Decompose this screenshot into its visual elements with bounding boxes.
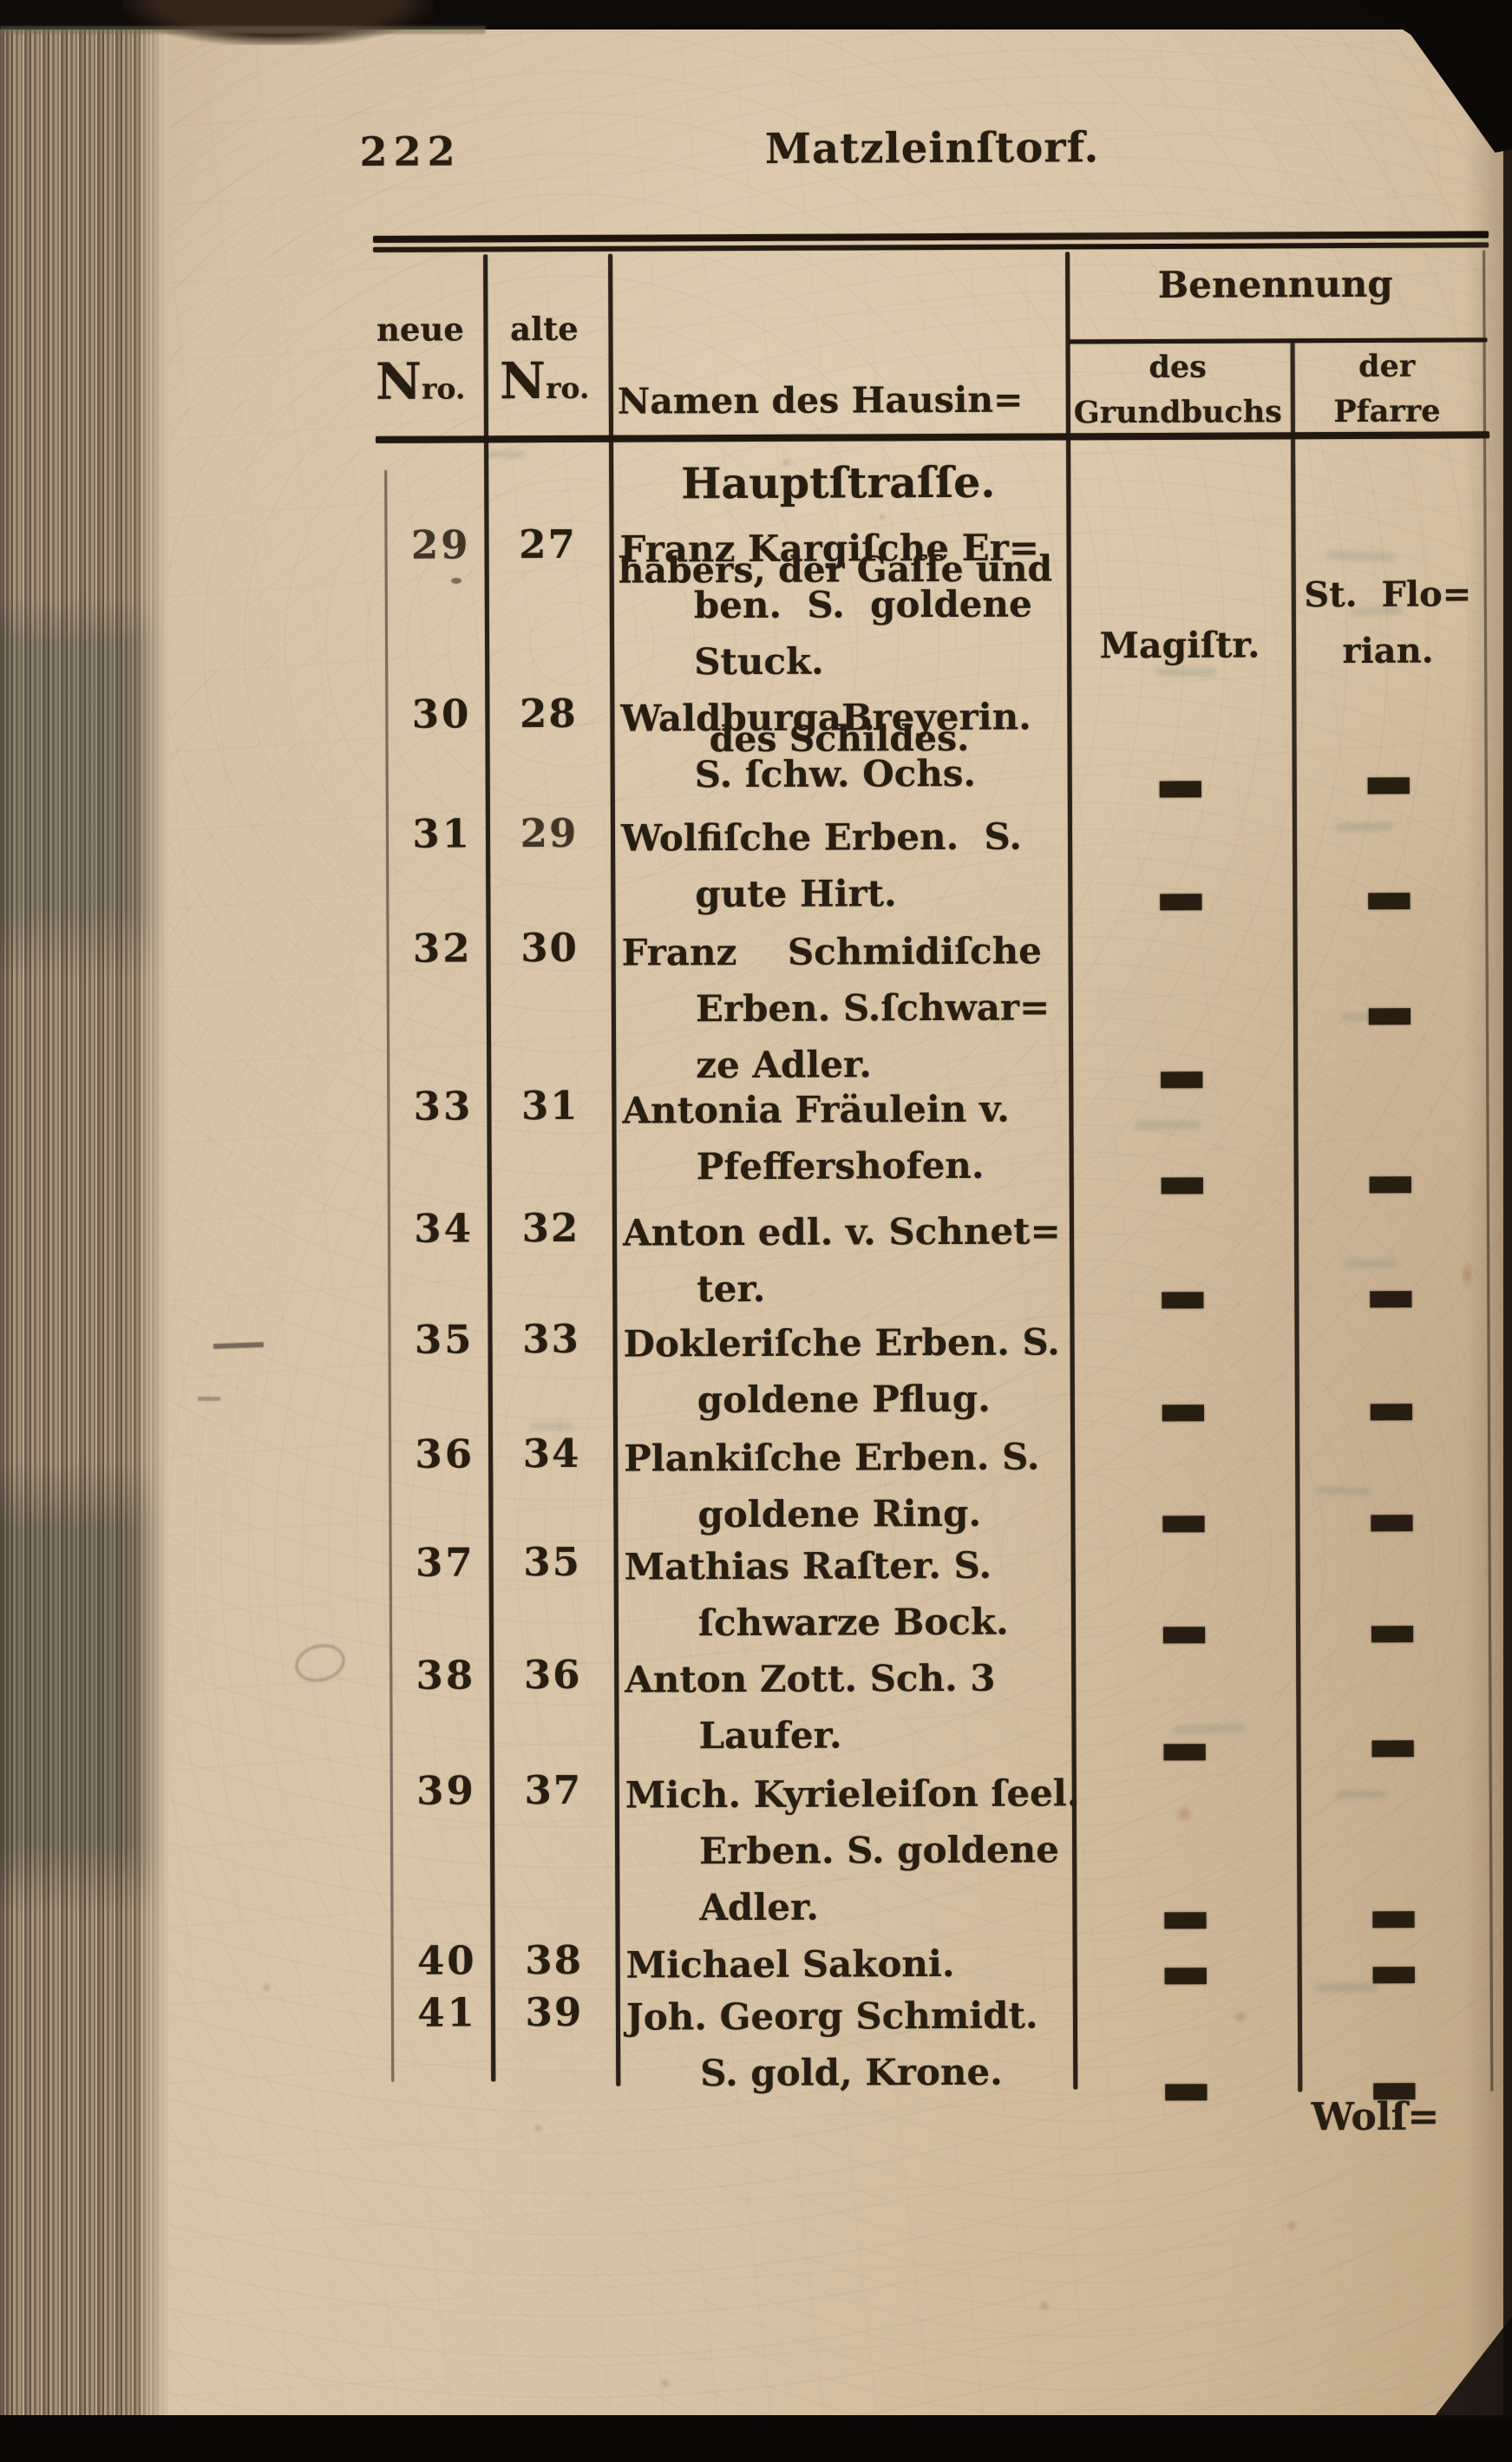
cell-alte-nro: 34 [522, 1430, 581, 1477]
pencil-dash-mark-small [198, 1397, 220, 1401]
header-alte-line2: Nro. [499, 351, 590, 411]
table-right-border [1483, 250, 1494, 2092]
header-neue-nro: neue Nro. [367, 303, 474, 416]
header-grundbuch: des Grundbuchs [1073, 349, 1283, 431]
cell-pfarre: St. Flo= rian. [1304, 573, 1472, 672]
cell-neue-nro: 32 [412, 925, 473, 972]
page-title: Matzleinſtorf. [764, 123, 1100, 174]
cell-pfarre: — [1369, 1653, 1417, 1820]
cell-name: WaldburgaBreyerin. S. ſchw. Ochs. [620, 695, 1031, 796]
cell-grundbuch: — [1162, 1996, 1210, 2164]
cell-alte-nro: 37 [524, 1766, 583, 1814]
cell-alte-nro: 35 [523, 1538, 582, 1586]
cell-name: Franz Kargiſche Er= ben. S. goldene Stuc… [619, 526, 1040, 684]
cell-name: Anton edl. v. Schnet= ter. [622, 1209, 1061, 1311]
cell-name: Michael Sakoni. [625, 1942, 955, 1987]
header-neue-line1: neue [376, 310, 464, 349]
cell-neue-nro: 35 [414, 1316, 475, 1363]
catchword: Wolſ= [1311, 2094, 1440, 2140]
cell-neue-nro: 41 [417, 1989, 478, 2036]
benennung-sub-rule [1069, 337, 1488, 344]
cell-pfarre: — [1365, 920, 1414, 1088]
cell-neue-nro: 33 [413, 1083, 474, 1130]
stray-ink-dot [451, 578, 461, 584]
cell-name: Joh. Georg Schmidt. S. gold, Krone. [625, 1994, 1038, 2095]
cell-name: Plankiſche Erben. S. goldene Ring. [624, 1435, 1040, 1536]
cell-alte-nro: 38 [525, 1936, 584, 1984]
cell-name: Anton Zott. Sch. 3 Laufer. [625, 1656, 996, 1758]
cell-alte-nro: 39 [525, 1988, 584, 2036]
section-heading: Hauptſtraſſe. [680, 456, 996, 509]
cell-grundbuch: Magiſtr. [1099, 624, 1260, 667]
adjacent-page-edge-line [0, 26, 486, 34]
cell-name: Mathias Raſter. S. ſchwarze Bock. [624, 1543, 1009, 1645]
cell-alte-nro: 32 [521, 1204, 580, 1252]
book-cover-blob [121, 0, 434, 45]
cell-name: Antonia Fräulein v. Pfeffershofen. [622, 1087, 1010, 1188]
header-neue-line2: Nro. [375, 351, 466, 411]
cell-alte-nro: 31 [520, 1082, 579, 1130]
cell-name: Franz Schmidiſche Erben. S.ſchwar= ze Ad… [621, 929, 1051, 1087]
header-name-line1: Namen des Hausin= [617, 378, 1024, 422]
cell-neue-nro: 38 [416, 1652, 476, 1699]
header-benennung: Benennung [1157, 262, 1393, 306]
cell-neue-nro: 34 [414, 1205, 475, 1252]
cell-neue-nro: 40 [416, 1937, 477, 1984]
cell-neue-nro: 39 [416, 1767, 476, 1814]
cell-neue-nro: 31 [412, 810, 473, 857]
cell-alte-nro: 27 [519, 521, 577, 568]
cell-neue-nro: 30 [411, 691, 472, 737]
cell-neue-nro: 36 [415, 1431, 475, 1477]
cell-alte-nro: 33 [522, 1315, 580, 1363]
cell-name: Dokleriſche Erben. S. goldene Pflug. [623, 1320, 1060, 1422]
cell-alte-nro: 28 [519, 690, 578, 737]
page-number: 222 [359, 128, 461, 175]
cell-neue-nro: 37 [415, 1539, 475, 1586]
cell-name: Mich. Kyrieleiſon ſeel. Erben. S. golden… [625, 1771, 1080, 1929]
header-pfarre: der Pfarre [1333, 348, 1441, 430]
cell-alte-nro: 29 [520, 809, 579, 857]
table-top-rule-lower [373, 242, 1489, 252]
cell-name: Wolfiſche Erben. S. gute Hirt. [620, 815, 1022, 916]
book-page-edges [0, 21, 168, 2419]
book-cover-bottom [0, 2415, 1512, 2462]
table-top-rule-upper [372, 231, 1489, 243]
cell-alte-nro: 36 [523, 1651, 582, 1699]
cell-neue-nro: 29 [410, 521, 471, 568]
header-alte-nro: alte Nro. [488, 303, 600, 416]
cell-alte-nro: 30 [520, 924, 579, 972]
header-alte-line1: alte [510, 309, 579, 349]
